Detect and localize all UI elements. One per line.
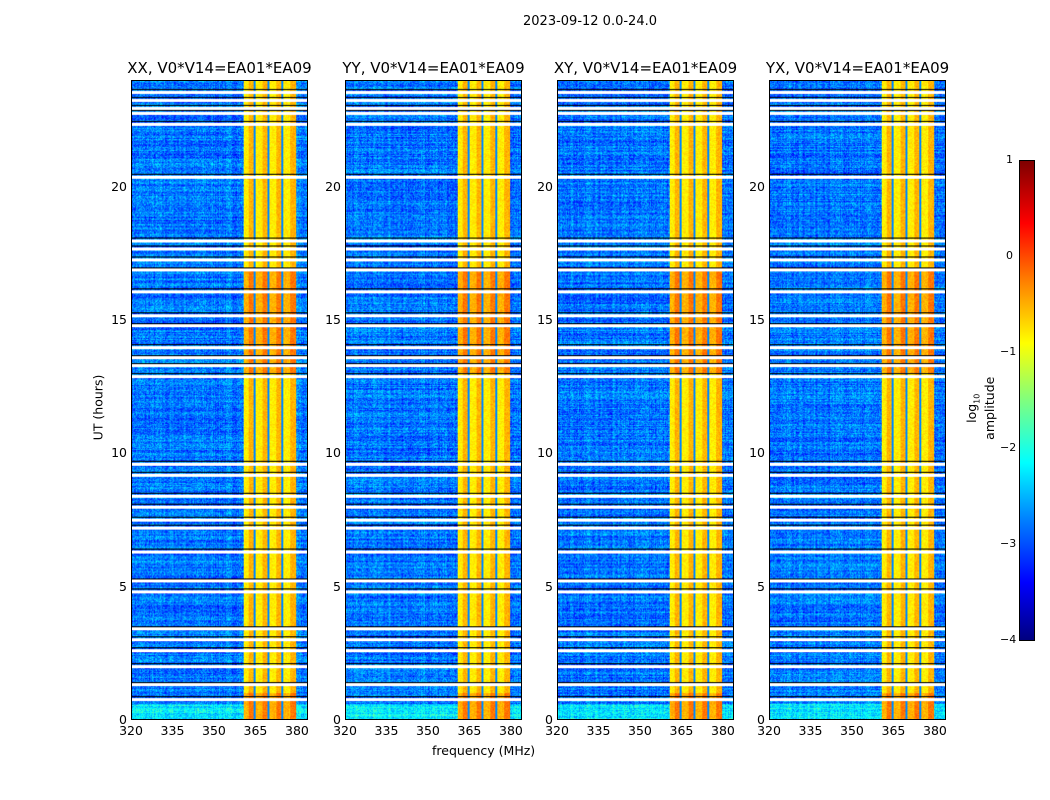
colorbar-tick-label: −3 — [1000, 537, 1017, 550]
panel-title: YY, V0*V14=EA01*EA09 — [342, 59, 525, 77]
colorbar-tick-label: −2 — [1000, 441, 1017, 454]
x-axis-label: frequency (MHz) — [432, 743, 536, 758]
x-tick-label: 335 — [160, 723, 185, 738]
y-tick-label: 10 — [749, 445, 765, 461]
x-tick-label: 380 — [923, 723, 947, 738]
y-tick-label: 20 — [325, 178, 341, 194]
colorbar-tick-label: 1 — [1006, 153, 1013, 166]
x-tick-label: 350 — [628, 723, 652, 738]
y-tick-label: 0 — [545, 712, 553, 727]
y-tick-label: 5 — [119, 578, 127, 594]
x-tick-label: 320 — [119, 723, 143, 738]
colorbar-label: log10 amplitude — [963, 376, 997, 440]
y-tick-label: 10 — [111, 445, 127, 461]
colorbar-tick-label: −1 — [1000, 345, 1017, 358]
y-tick-label: 5 — [757, 578, 765, 594]
y-tick-label: 0 — [119, 712, 127, 727]
y-tick-label: 20 — [111, 178, 127, 194]
y-tick-label: 15 — [325, 312, 341, 327]
y-tick-label: 5 — [333, 578, 341, 594]
x-tick-label: 320 — [545, 723, 569, 738]
y-tick-label: 20 — [749, 178, 765, 194]
panel-title: YX, V0*V14=EA01*EA09 — [765, 59, 950, 77]
heatmap-panel-1 — [345, 80, 522, 720]
heatmap-panel-2 — [557, 80, 734, 720]
x-tick-label: 350 — [416, 723, 440, 738]
x-tick-label: 335 — [374, 723, 399, 738]
x-tick-label: 365 — [243, 723, 268, 738]
colorbar — [1019, 160, 1035, 641]
panel-title: XY, V0*V14=EA01*EA09 — [553, 59, 738, 77]
y-tick-label: 15 — [111, 312, 127, 327]
x-tick-label: 365 — [457, 723, 482, 738]
heatmap-panel-0 — [131, 80, 308, 720]
y-axis-label: UT (hours) — [90, 374, 106, 441]
y-tick-label: 15 — [749, 312, 765, 327]
x-tick-label: 335 — [798, 723, 823, 738]
y-tick-label: 5 — [545, 578, 553, 594]
y-tick-label: 0 — [757, 712, 765, 727]
x-tick-label: 350 — [202, 723, 226, 738]
y-tick-label: 0 — [333, 712, 341, 727]
figure-title: 2023-09-12 0.0-24.0 — [523, 14, 657, 29]
x-tick-label: 320 — [757, 723, 781, 738]
panel-title: XX, V0*V14=EA01*EA09 — [127, 59, 312, 77]
y-tick-label: 10 — [537, 445, 553, 461]
heatmap-panel-3 — [769, 80, 946, 720]
y-tick-label: 10 — [325, 445, 341, 461]
x-tick-label: 365 — [669, 723, 694, 738]
x-tick-label: 320 — [333, 723, 357, 738]
x-tick-label: 365 — [881, 723, 906, 738]
x-tick-label: 335 — [586, 723, 611, 738]
y-tick-label: 15 — [537, 312, 553, 327]
x-tick-label: 380 — [711, 723, 735, 738]
x-tick-label: 380 — [499, 723, 523, 738]
x-tick-label: 380 — [285, 723, 309, 738]
colorbar-tick-label: 0 — [1006, 249, 1013, 262]
colorbar-tick-label: −4 — [1000, 633, 1017, 646]
y-tick-label: 20 — [537, 178, 553, 194]
x-tick-label: 350 — [840, 723, 864, 738]
